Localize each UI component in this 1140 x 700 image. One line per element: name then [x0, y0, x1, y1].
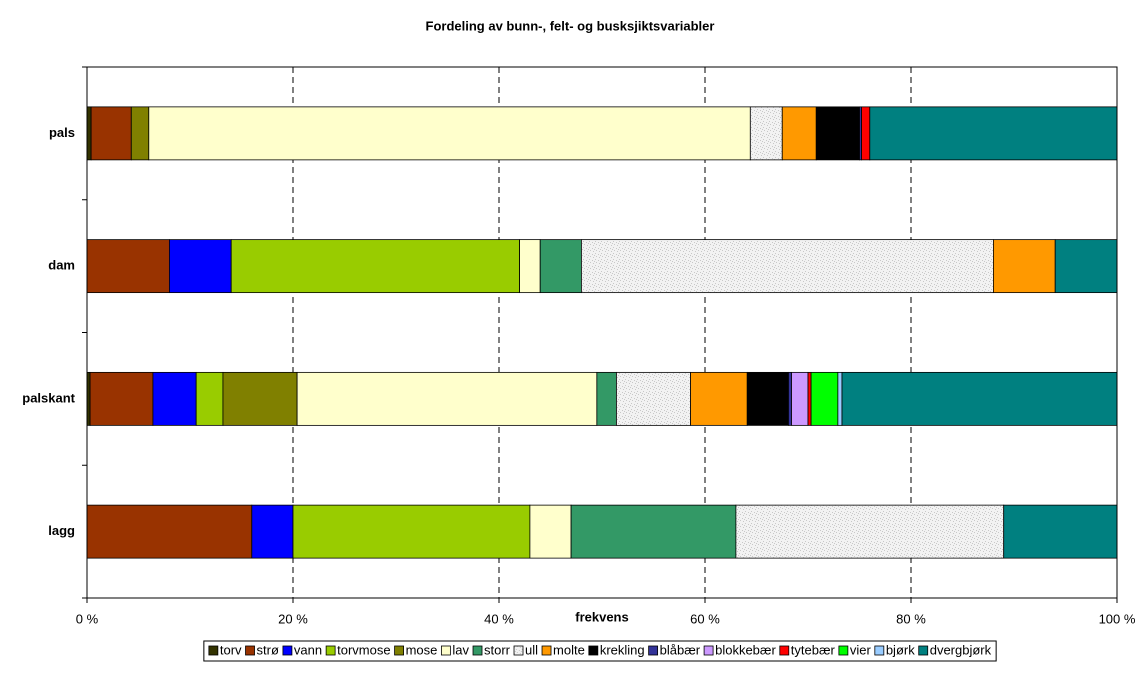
legend-swatch — [282, 645, 293, 656]
bar-segment — [168, 239, 232, 294]
legend-label: bjørk — [886, 642, 915, 657]
legend-swatch — [648, 645, 659, 656]
bar-segment — [86, 239, 170, 294]
bar-segment — [1003, 504, 1118, 559]
legend-swatch — [874, 645, 885, 656]
y-tick-label: pals — [49, 125, 75, 140]
x-tick-label: 20 % — [278, 611, 308, 626]
y-tick-label: lagg — [48, 523, 75, 538]
bar-segment — [810, 371, 839, 426]
bar-segment — [791, 371, 809, 426]
bar-segment — [529, 504, 572, 559]
legend-swatch — [440, 645, 451, 656]
bar-segment — [152, 371, 197, 426]
bar-segment — [788, 371, 792, 426]
legend-swatch — [325, 645, 336, 656]
legend-label: mose — [406, 642, 438, 657]
chart-title: Fordeling av bunn-, felt- og busksjiktsv… — [426, 18, 715, 33]
bar-segment — [570, 504, 737, 559]
bar-segment — [89, 371, 154, 426]
bar-segment — [837, 371, 843, 426]
legend-label: strø — [257, 642, 279, 657]
bar-segment — [90, 106, 132, 161]
legend-label: dvergbjørk — [930, 642, 992, 657]
bar-segment — [230, 239, 520, 294]
legend-label: ull — [525, 642, 538, 657]
x-tick-label: 60 % — [690, 611, 720, 626]
bar-segment — [292, 504, 531, 559]
bar-segment — [581, 239, 994, 294]
legend-swatch — [513, 645, 524, 656]
bar-segment — [815, 106, 860, 161]
x-tick-label: 0 % — [76, 611, 99, 626]
bar-segment — [86, 504, 253, 559]
bar-segment — [519, 239, 541, 294]
x-axis-label: frekvens — [575, 609, 628, 624]
bar-segment — [296, 371, 598, 426]
legend-label: vann — [294, 642, 322, 657]
bar-segment — [861, 106, 871, 161]
x-tick-label: 100 % — [1099, 611, 1136, 626]
legend-label: blokkebær — [715, 642, 776, 657]
y-tick-label: palskant — [22, 390, 75, 405]
legend-swatch — [472, 645, 483, 656]
x-tick-label: 40 % — [484, 611, 514, 626]
legend-swatch — [588, 645, 599, 656]
bar-segment — [781, 106, 817, 161]
legend-swatch — [918, 645, 929, 656]
bar-segment — [596, 371, 617, 426]
legend-label: torvmose — [337, 642, 390, 657]
legend-label: lav — [452, 642, 469, 657]
legend-swatch — [779, 645, 790, 656]
legend-swatch — [541, 645, 552, 656]
bar-segment — [539, 239, 582, 294]
bar-segment — [616, 371, 691, 426]
x-tick-label: 80 % — [896, 611, 926, 626]
bar-segment — [869, 106, 1118, 161]
bar-segment — [251, 504, 294, 559]
bar-segment — [735, 504, 1005, 559]
legend-label: molte — [553, 642, 585, 657]
bar-segment — [86, 106, 92, 161]
bar-segment — [690, 371, 748, 426]
bar-segment — [148, 106, 751, 161]
bar-segment — [222, 371, 298, 426]
bar-segment — [993, 239, 1056, 294]
bar-segment — [130, 106, 150, 161]
legend-swatch — [208, 645, 219, 656]
legend-label: krekling — [600, 642, 645, 657]
legend-label: storr — [484, 642, 511, 657]
legend-swatch — [838, 645, 849, 656]
bar-segment — [195, 371, 224, 426]
plot-border — [86, 66, 1118, 599]
y-tick-label: dam — [48, 258, 75, 273]
bar-segment — [1054, 239, 1118, 294]
legend-swatch — [703, 645, 714, 656]
bar-segment — [841, 371, 1118, 426]
legend-label: torv — [220, 642, 242, 657]
legend-label: vier — [850, 642, 872, 657]
bar-segment — [749, 106, 783, 161]
bar-segment — [807, 371, 812, 426]
legend-label: blåbær — [660, 642, 701, 657]
bar-segment — [746, 371, 789, 426]
legend-swatch — [245, 645, 255, 656]
legend-swatch — [394, 645, 404, 656]
legend: torv strø vann torvmose mose lav storr ull molte… — [203, 640, 997, 662]
legend-label: tytebær — [791, 642, 836, 657]
